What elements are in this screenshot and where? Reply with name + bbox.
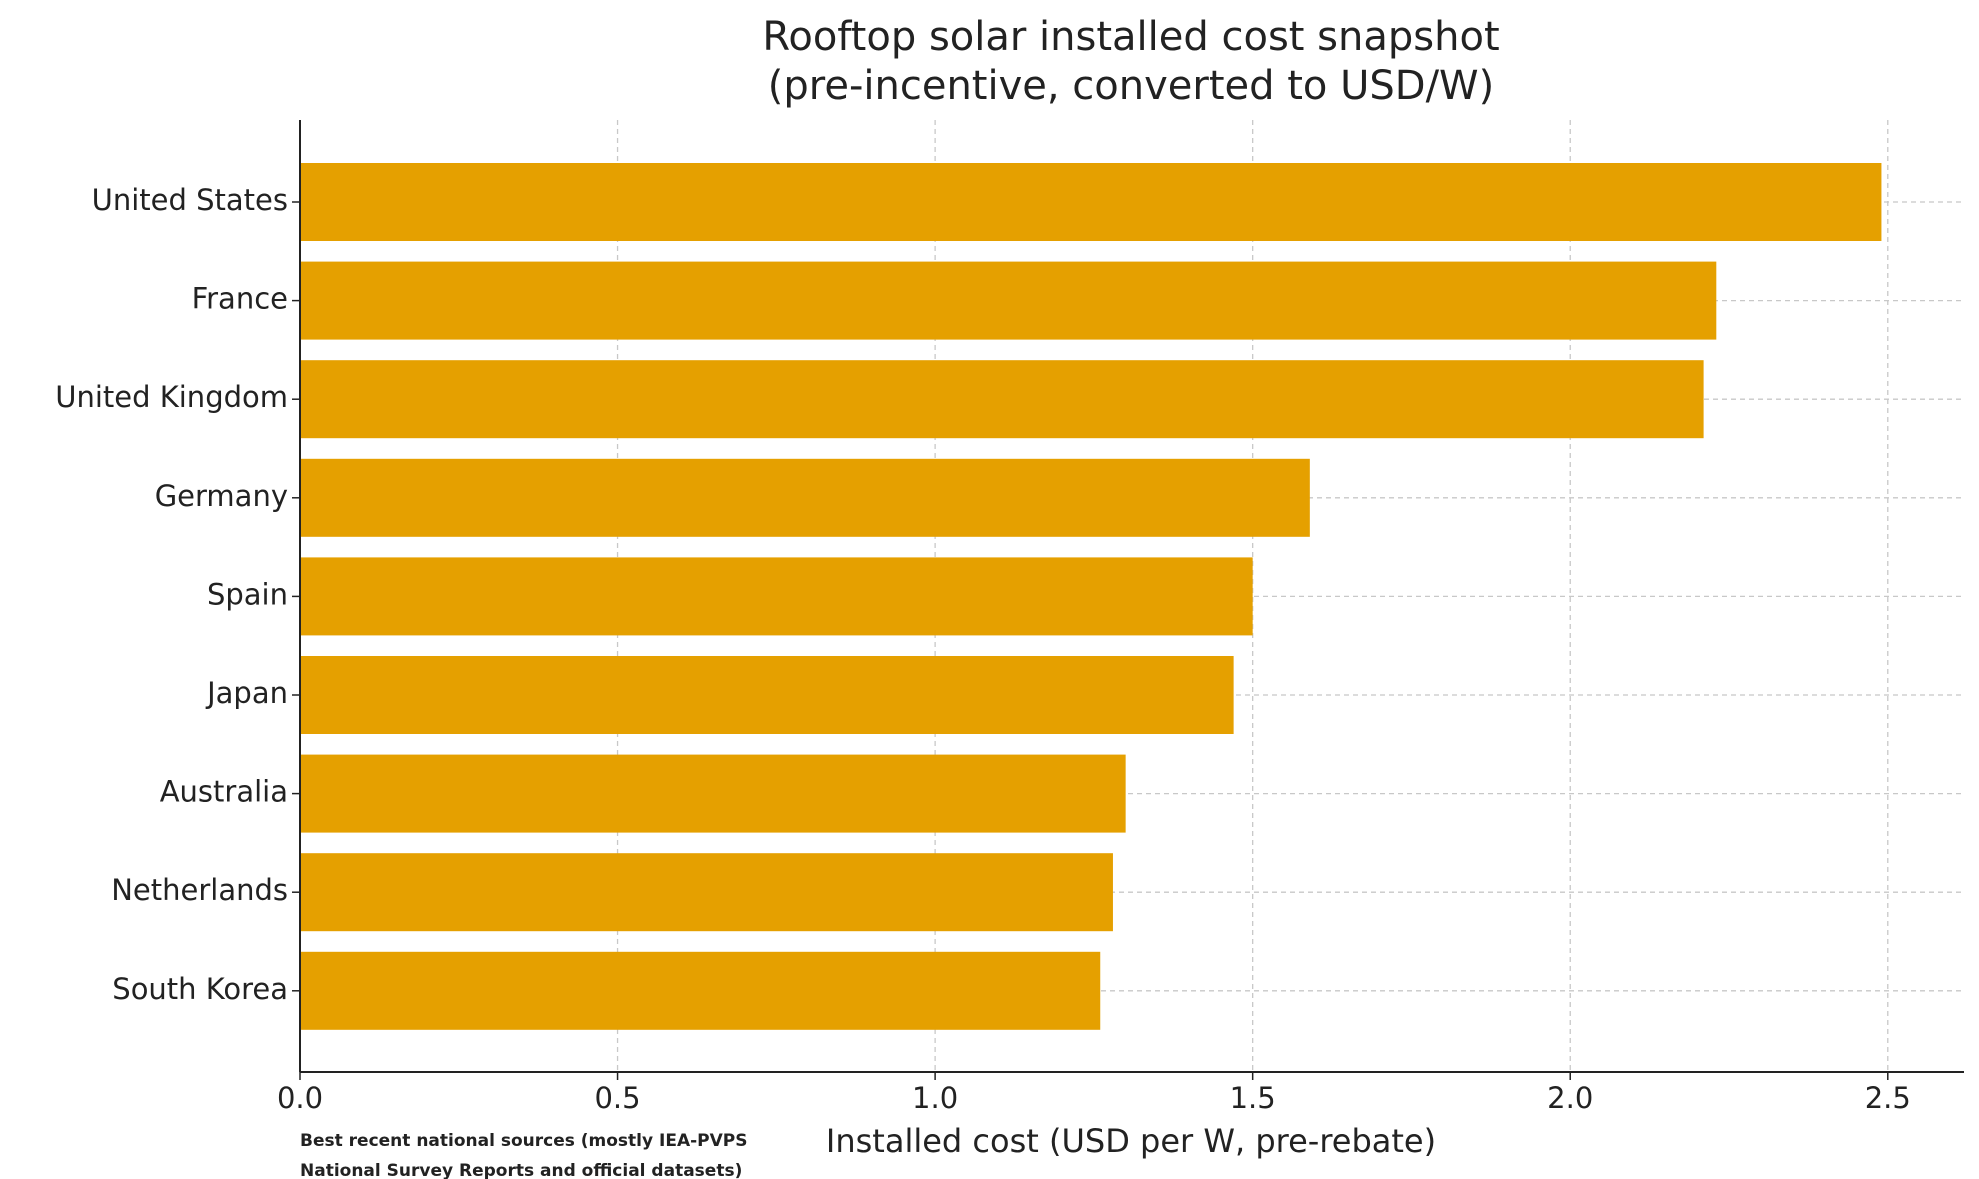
x-axis-label: Installed cost (USD per W, pre-rebate) bbox=[826, 1122, 1436, 1160]
bar bbox=[300, 360, 1704, 439]
y-tick-label: France bbox=[192, 282, 288, 316]
chart-title: Rooftop solar installed cost snapshot bbox=[762, 14, 1499, 60]
footnote: Best recent national sources (mostly IEA… bbox=[300, 1131, 747, 1151]
x-tick-label: 0.0 bbox=[277, 1081, 323, 1115]
x-tick-label: 1.5 bbox=[1230, 1081, 1276, 1115]
x-tick-label: 1.0 bbox=[912, 1081, 958, 1115]
y-tick-label: South Korea bbox=[112, 972, 288, 1006]
bar bbox=[300, 853, 1113, 932]
x-tick-label: 0.5 bbox=[594, 1081, 640, 1115]
x-tick-label: 2.0 bbox=[1547, 1081, 1593, 1115]
y-tick-label: Germany bbox=[155, 479, 288, 513]
y-tick-label: Japan bbox=[205, 676, 288, 710]
bar bbox=[300, 656, 1234, 734]
x-tick-label: 2.5 bbox=[1865, 1081, 1911, 1115]
y-tick-label: United Kingdom bbox=[55, 380, 288, 414]
bar bbox=[300, 163, 1882, 241]
y-tick-label: Australia bbox=[160, 775, 288, 809]
bar bbox=[300, 261, 1717, 340]
y-tick-label: United States bbox=[92, 183, 288, 217]
bar bbox=[300, 557, 1253, 636]
bar bbox=[300, 951, 1101, 1030]
bar bbox=[300, 458, 1310, 537]
chart-title: (pre-incentive, converted to USD/W) bbox=[768, 63, 1494, 109]
y-tick-label: Spain bbox=[207, 577, 288, 611]
bar bbox=[300, 754, 1126, 833]
y-tick-label: Netherlands bbox=[111, 873, 288, 907]
footnote: National Survey Reports and official dat… bbox=[300, 1161, 742, 1179]
